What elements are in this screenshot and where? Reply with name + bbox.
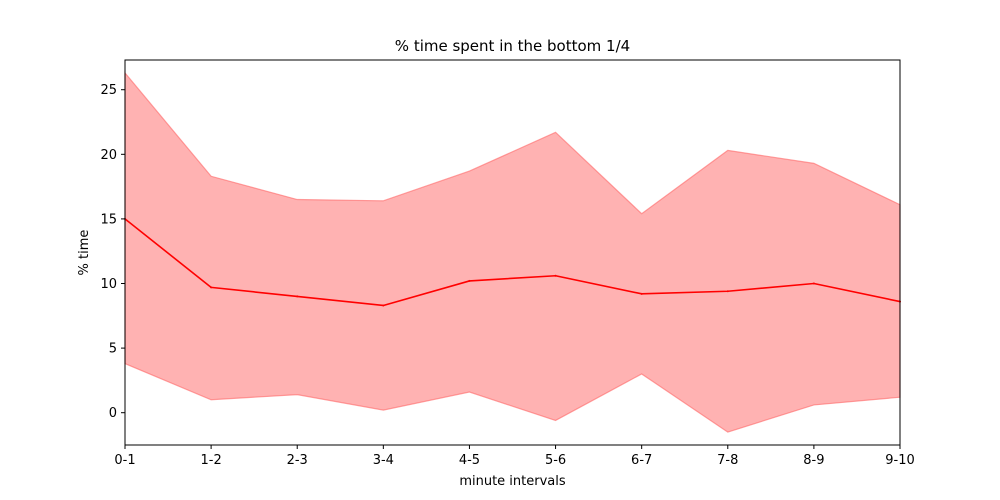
confidence-band-layer [124,71,901,433]
y-axis-title: % time [77,230,92,276]
y-tick-label: 0 [109,406,117,421]
x-axis: 0-1 1-2 2-3 3-4 4-5 5-6 6-7 7-8 8-9 9-10 [114,445,915,468]
x-tick-label: 5-6 [545,453,566,468]
x-tick-label: 9-10 [885,453,915,468]
x-tick-label: 0-1 [114,453,135,468]
data-point [210,286,213,289]
y-tick-label: 5 [109,342,117,357]
plot-frame [124,59,901,446]
confidence-band [124,71,901,433]
x-tick-label: 2-3 [287,453,308,468]
y-axis: 0 5 10 15 20 25 [100,83,125,421]
x-tick-label: 6-7 [631,453,652,468]
y-tick-label: 10 [100,277,117,292]
data-point [382,304,385,307]
x-tick-label: 4-5 [459,453,480,468]
y-tick-label: 15 [100,212,117,227]
data-point [726,290,729,293]
x-tick-label: 1-2 [200,453,221,468]
x-tick-label: 8-9 [803,453,824,468]
chart-title: % time spent in the bottom 1/4 [395,37,630,55]
y-tick-label: 25 [100,83,117,98]
y-tick-label: 20 [100,148,117,163]
data-point [640,292,643,295]
data-point [554,274,557,277]
data-point [296,295,299,298]
x-tick-label: 3-4 [373,453,394,468]
data-point [468,279,471,282]
x-tick-label: 7-8 [717,453,738,468]
series-line [124,218,901,307]
data-point [812,282,815,285]
x-axis-title: minute intervals [459,474,566,489]
